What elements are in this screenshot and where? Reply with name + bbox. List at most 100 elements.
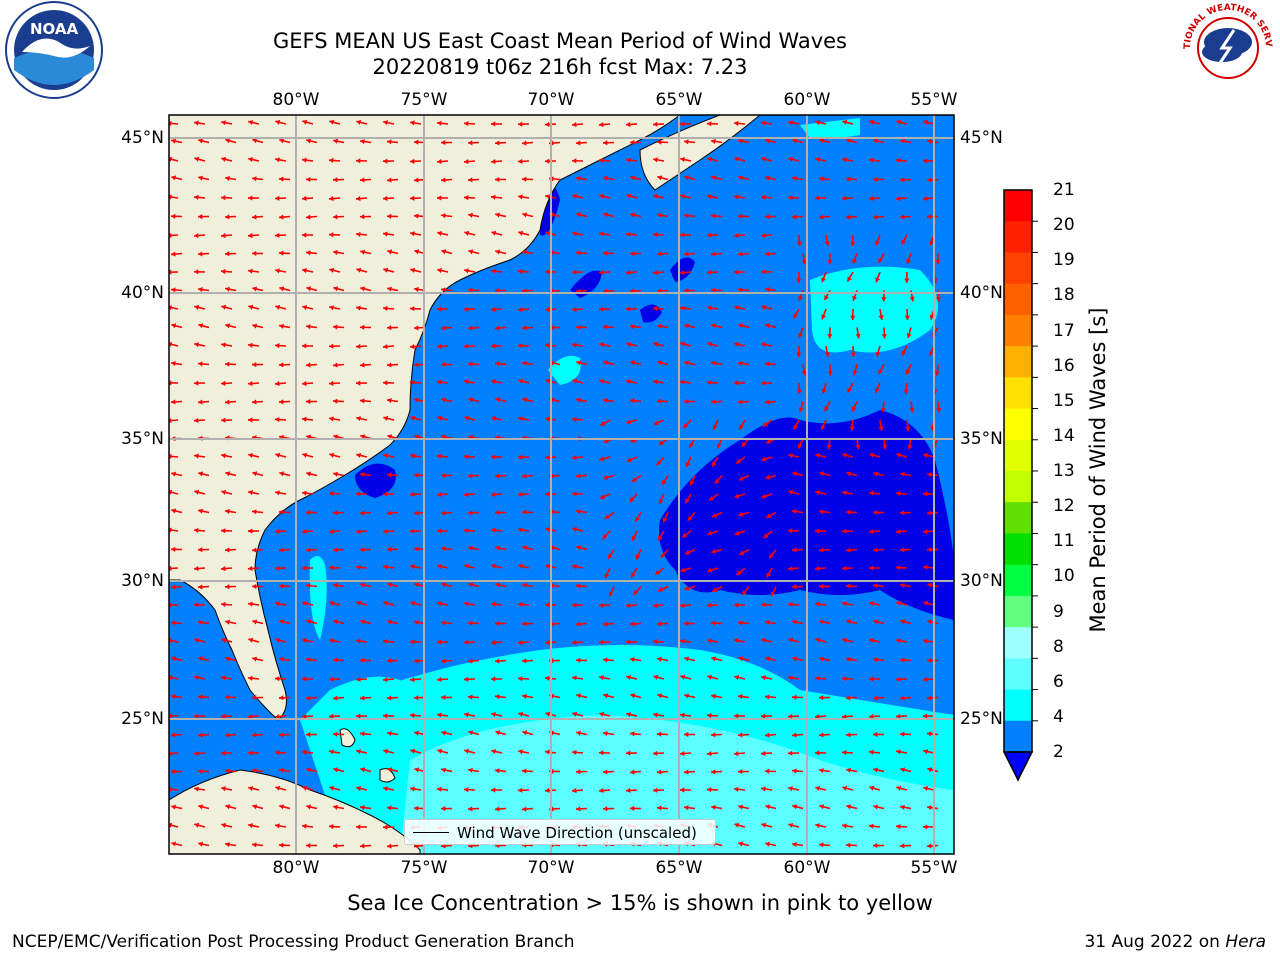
- wave-direction-arrowhead: [626, 121, 631, 128]
- wave-direction-arrowhead: [545, 563, 551, 569]
- wave-direction-arrowhead: [356, 749, 361, 755]
- colorbar-tick-label: 14: [1053, 425, 1075, 446]
- wave-direction-arrowhead: [572, 564, 577, 570]
- wave-direction-arrowhead: [761, 342, 766, 348]
- wave-direction-arrowhead: [437, 343, 442, 350]
- wave-direction-arrowhead: [707, 638, 712, 644]
- wave-direction-arrowhead: [788, 713, 793, 719]
- wave-direction-arrowhead: [788, 637, 794, 643]
- wave-direction-arrowhead: [576, 730, 581, 736]
- wave-direction-arrowhead: [846, 732, 851, 738]
- wave-direction-arrowhead: [873, 657, 878, 663]
- wave-direction-arrowhead: [788, 156, 794, 162]
- wave-direction-arrowhead: [576, 324, 581, 330]
- wave-direction-arrowhead: [329, 232, 334, 238]
- wave-direction-arrowhead: [464, 528, 469, 534]
- wave-direction-arrowhead: [329, 452, 335, 458]
- wave-direction-arrowhead: [545, 230, 551, 236]
- wave-direction-arrowhead: [680, 121, 685, 127]
- wave-direction-arrowhead: [414, 546, 419, 552]
- nws-logo: NATIONAL WEATHER SERVICE: [1178, 0, 1274, 94]
- cyan-patch-west: [309, 556, 327, 640]
- wave-direction-arrowhead: [738, 511, 744, 517]
- wave-direction-arrowhead: [437, 415, 443, 421]
- wave-direction-arrowhead: [824, 406, 829, 412]
- wave-direction-arrowhead: [522, 140, 527, 146]
- wave-direction-arrowhead: [763, 421, 769, 427]
- wave-direction-arrowhead: [171, 508, 177, 514]
- wave-direction-arrowhead: [873, 547, 878, 553]
- wave-direction-arrowhead: [765, 175, 770, 181]
- wave-direction-arrowhead: [198, 804, 204, 810]
- colorbar-band: [1004, 439, 1032, 472]
- wave-direction-arrowhead: [626, 787, 631, 794]
- wave-direction-arrowhead: [468, 140, 473, 146]
- wave-direction-arrowhead: [518, 343, 523, 349]
- wave-direction-arrowhead: [680, 379, 685, 385]
- wave-direction-arrowhead: [387, 546, 392, 552]
- wave-direction-arrowhead: [275, 268, 280, 274]
- wave-direction-arrowhead: [680, 341, 686, 347]
- wave-direction-arrowhead: [626, 639, 631, 645]
- wave-direction-arrowhead: [437, 306, 442, 312]
- colorbar-band: [1004, 221, 1032, 253]
- wave-direction-arrowhead: [279, 323, 284, 329]
- wave-direction-arrowhead: [821, 388, 827, 394]
- wave-direction-arrowhead: [599, 602, 604, 608]
- wave-direction-arrowhead: [410, 528, 415, 534]
- wave-direction-arrowhead: [907, 444, 913, 450]
- wave-direction-arrowhead: [360, 695, 365, 701]
- wave-direction-arrowhead: [225, 361, 230, 367]
- wave-direction-arrowhead: [658, 440, 664, 445]
- wave-direction-arrowhead: [518, 711, 524, 717]
- colorbar-tick-label: 13: [1053, 461, 1075, 481]
- wave-direction-arrowhead: [225, 508, 230, 514]
- wave-direction-arrowhead: [468, 473, 473, 479]
- wave-direction-arrowhead: [869, 490, 874, 496]
- wave-direction-arrowhead: [662, 517, 668, 523]
- wave-direction-arrowhead: [221, 156, 227, 162]
- wave-direction-arrowhead: [225, 584, 230, 590]
- wave-direction-arrowhead: [792, 804, 798, 810]
- wave-direction-arrowhead: [383, 231, 388, 237]
- wave-direction-arrowhead: [329, 600, 335, 606]
- wave-direction-arrowhead: [905, 369, 911, 375]
- wave-direction-arrowhead: [653, 306, 658, 312]
- wave-direction-arrowhead: [522, 325, 527, 331]
- wave-direction-arrowhead: [491, 676, 496, 682]
- wave-direction-arrowhead: [934, 370, 940, 376]
- wave-direction-arrowhead: [657, 656, 662, 662]
- wave-direction-arrowhead: [711, 656, 717, 662]
- wave-direction-arrowhead: [333, 767, 339, 773]
- wave-direction-arrowhead: [738, 841, 744, 847]
- wave-direction-arrowhead: [518, 378, 524, 384]
- wave-direction-arrowhead: [522, 509, 527, 515]
- colorbar-band: [1004, 190, 1032, 222]
- wave-direction-arrowhead: [653, 232, 658, 238]
- wave-direction-arrowhead: [360, 843, 365, 849]
- wave-direction-arrowhead: [279, 214, 284, 220]
- wave-direction-arrowhead: [302, 195, 307, 202]
- wave-direction-arrowhead: [306, 250, 311, 256]
- wave-direction-arrowhead: [846, 138, 852, 144]
- wave-direction-arrowhead: [734, 194, 739, 200]
- lat-label-right: 45°N: [960, 128, 1003, 148]
- wave-direction-arrowhead: [306, 547, 311, 553]
- wave-direction-arrowhead: [855, 444, 861, 450]
- wave-direction-arrowhead: [302, 490, 307, 496]
- wave-direction-arrowhead: [194, 120, 199, 126]
- wave-direction-arrowhead: [819, 509, 824, 515]
- wave-direction-arrowhead: [252, 804, 258, 810]
- wave-direction-arrowhead: [387, 249, 393, 255]
- wave-direction-arrowhead: [329, 676, 334, 682]
- wave-direction-arrowhead: [275, 343, 280, 349]
- wave-direction-arrowhead: [279, 842, 284, 848]
- wave-direction-arrowhead: [383, 713, 388, 719]
- wave-direction-arrowhead: [630, 769, 635, 775]
- wave-direction-arrowhead: [275, 714, 280, 720]
- wave-direction-arrowhead: [630, 139, 635, 146]
- wave-direction-arrowhead: [279, 732, 284, 738]
- wave-direction-arrowhead: [923, 713, 928, 719]
- wave-direction-arrowhead: [252, 732, 257, 738]
- wave-direction-arrowhead: [225, 286, 230, 292]
